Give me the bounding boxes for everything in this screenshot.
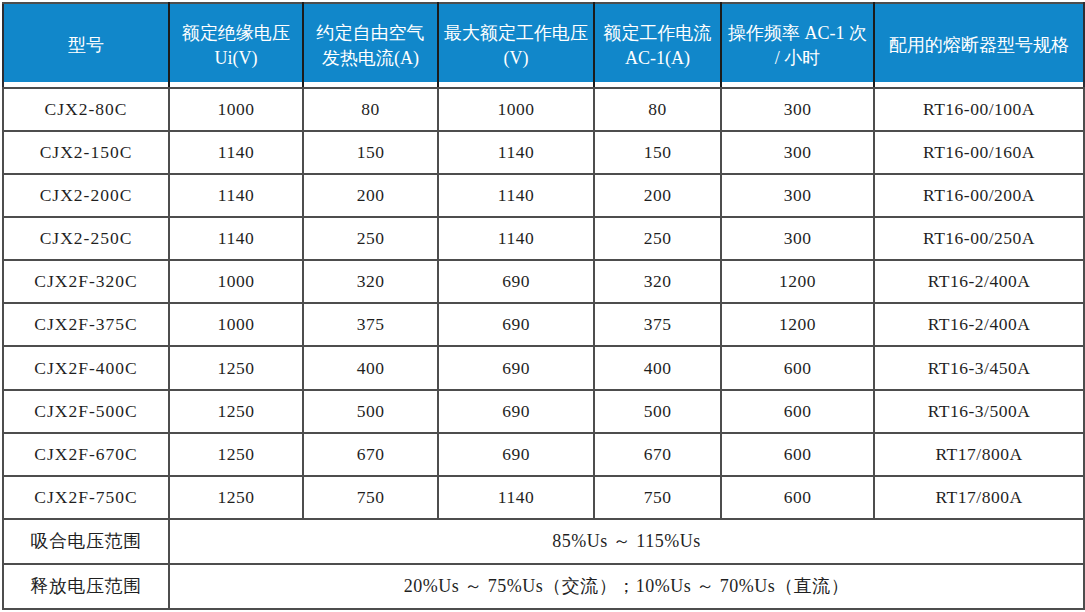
model-cell: CJX2-150C — [3, 131, 169, 174]
model-cell: CJX2-250C — [3, 217, 169, 260]
table-body: CJX2-80C100080100080300RT16-00/100ACJX2-… — [3, 88, 1084, 519]
value-cell: 1140 — [438, 174, 594, 217]
value-cell: 1000 — [438, 88, 594, 131]
value-cell: 600 — [721, 346, 874, 389]
header-model: 型号 — [3, 3, 169, 88]
value-cell: 250 — [594, 217, 721, 260]
table-row: CJX2-150C11401501140150300RT16-00/160A — [3, 131, 1084, 174]
table-header: 型号 额定绝缘电压 Ui(V) 约定自由空气发热电流(A) 最大额定工作电压(V… — [3, 3, 1084, 88]
value-cell: 690 — [438, 433, 594, 476]
pickup-voltage-value: 85%Us ～ 115%Us — [169, 519, 1084, 564]
value-cell: 600 — [721, 390, 874, 433]
value-cell: 1140 — [438, 476, 594, 519]
value-cell: RT16-3/450A — [874, 346, 1084, 389]
table-row: CJX2F-375C10003756903751200RT16-2/400A — [3, 303, 1084, 346]
table-row: CJX2F-750C12507501140750600RT17/800A — [3, 476, 1084, 519]
release-voltage-value: 20%Us ～ 75%Us（交流）；10%Us ～ 70%Us（直流） — [169, 564, 1084, 609]
value-cell: 80 — [594, 88, 721, 131]
model-cell: CJX2F-500C — [3, 390, 169, 433]
value-cell: 1250 — [169, 433, 303, 476]
model-cell: CJX2F-400C — [3, 346, 169, 389]
value-cell: 500 — [303, 390, 438, 433]
value-cell: 670 — [303, 433, 438, 476]
header-fuse-spec: 配用的熔断器型号规格 — [874, 3, 1084, 88]
value-cell: 1140 — [438, 131, 594, 174]
value-cell: 690 — [438, 346, 594, 389]
value-cell: RT16-2/400A — [874, 303, 1084, 346]
value-cell: 80 — [303, 88, 438, 131]
model-cell: CJX2F-750C — [3, 476, 169, 519]
value-cell: 600 — [721, 433, 874, 476]
pickup-voltage-row: 吸合电压范围 85%Us ～ 115%Us — [3, 519, 1084, 564]
table-row: CJX2F-500C1250500690500600RT16-3/500A — [3, 390, 1084, 433]
value-cell: RT16-3/500A — [874, 390, 1084, 433]
value-cell: 1250 — [169, 476, 303, 519]
value-cell: RT16-2/400A — [874, 260, 1084, 303]
table-row: CJX2F-400C1250400690400600RT16-3/450A — [3, 346, 1084, 389]
value-cell: 1250 — [169, 390, 303, 433]
value-cell: 400 — [594, 346, 721, 389]
value-cell: 1200 — [721, 260, 874, 303]
model-cell: CJX2F-670C — [3, 433, 169, 476]
value-cell: 200 — [303, 174, 438, 217]
value-cell: 750 — [303, 476, 438, 519]
value-cell: 300 — [721, 88, 874, 131]
value-cell: 250 — [303, 217, 438, 260]
spec-table: 型号 额定绝缘电压 Ui(V) 约定自由空气发热电流(A) 最大额定工作电压(V… — [2, 2, 1085, 610]
value-cell: RT17/800A — [874, 476, 1084, 519]
value-cell: RT17/800A — [874, 433, 1084, 476]
value-cell: 300 — [721, 174, 874, 217]
value-cell: 1140 — [169, 174, 303, 217]
model-cell: CJX2-80C — [3, 88, 169, 131]
value-cell: 1250 — [169, 346, 303, 389]
table-footer: 吸合电压范围 85%Us ～ 115%Us 释放电压范围 20%Us ～ 75%… — [3, 519, 1084, 609]
value-cell: 1140 — [169, 217, 303, 260]
header-row: 型号 额定绝缘电压 Ui(V) 约定自由空气发热电流(A) 最大额定工作电压(V… — [3, 3, 1084, 88]
value-cell: 200 — [594, 174, 721, 217]
value-cell: RT16-00/200A — [874, 174, 1084, 217]
value-cell: 320 — [594, 260, 721, 303]
value-cell: 1000 — [169, 260, 303, 303]
value-cell: 1200 — [721, 303, 874, 346]
value-cell: 500 — [594, 390, 721, 433]
value-cell: 690 — [438, 303, 594, 346]
value-cell: 1000 — [169, 303, 303, 346]
value-cell: 400 — [303, 346, 438, 389]
value-cell: 320 — [303, 260, 438, 303]
value-cell: 150 — [594, 131, 721, 174]
value-cell: 300 — [721, 217, 874, 260]
header-thermal-current: 约定自由空气发热电流(A) — [303, 3, 438, 88]
value-cell: 600 — [721, 476, 874, 519]
table-row: CJX2-250C11402501140250300RT16-00/250A — [3, 217, 1084, 260]
value-cell: 670 — [594, 433, 721, 476]
release-voltage-label: 释放电压范围 — [3, 564, 169, 609]
model-cell: CJX2F-375C — [3, 303, 169, 346]
model-cell: CJX2F-320C — [3, 260, 169, 303]
value-cell: 375 — [594, 303, 721, 346]
value-cell: 375 — [303, 303, 438, 346]
value-cell: RT16-00/160A — [874, 131, 1084, 174]
value-cell: 1140 — [438, 217, 594, 260]
header-max-working-voltage: 最大额定工作电压(V) — [438, 3, 594, 88]
page: 型号 额定绝缘电压 Ui(V) 约定自由空气发热电流(A) 最大额定工作电压(V… — [0, 0, 1085, 612]
header-operation-frequency: 操作频率 AC-1 次 / 小时 — [721, 3, 874, 88]
pickup-voltage-label: 吸合电压范围 — [3, 519, 169, 564]
value-cell: 690 — [438, 390, 594, 433]
value-cell: 1000 — [169, 88, 303, 131]
table-row: CJX2F-670C1250670690670600RT17/800A — [3, 433, 1084, 476]
header-insulation-voltage: 额定绝缘电压 Ui(V) — [169, 3, 303, 88]
value-cell: 750 — [594, 476, 721, 519]
table-row: CJX2-80C100080100080300RT16-00/100A — [3, 88, 1084, 131]
value-cell: 690 — [438, 260, 594, 303]
value-cell: RT16-00/250A — [874, 217, 1084, 260]
release-voltage-row: 释放电压范围 20%Us ～ 75%Us（交流）；10%Us ～ 70%Us（直… — [3, 564, 1084, 609]
table-row: CJX2-200C11402001140200300RT16-00/200A — [3, 174, 1084, 217]
model-cell: CJX2-200C — [3, 174, 169, 217]
value-cell: 300 — [721, 131, 874, 174]
value-cell: 150 — [303, 131, 438, 174]
header-working-current: 额定工作电流 AC-1(A) — [594, 3, 721, 88]
table-row: CJX2F-320C10003206903201200RT16-2/400A — [3, 260, 1084, 303]
value-cell: 1140 — [169, 131, 303, 174]
value-cell: RT16-00/100A — [874, 88, 1084, 131]
